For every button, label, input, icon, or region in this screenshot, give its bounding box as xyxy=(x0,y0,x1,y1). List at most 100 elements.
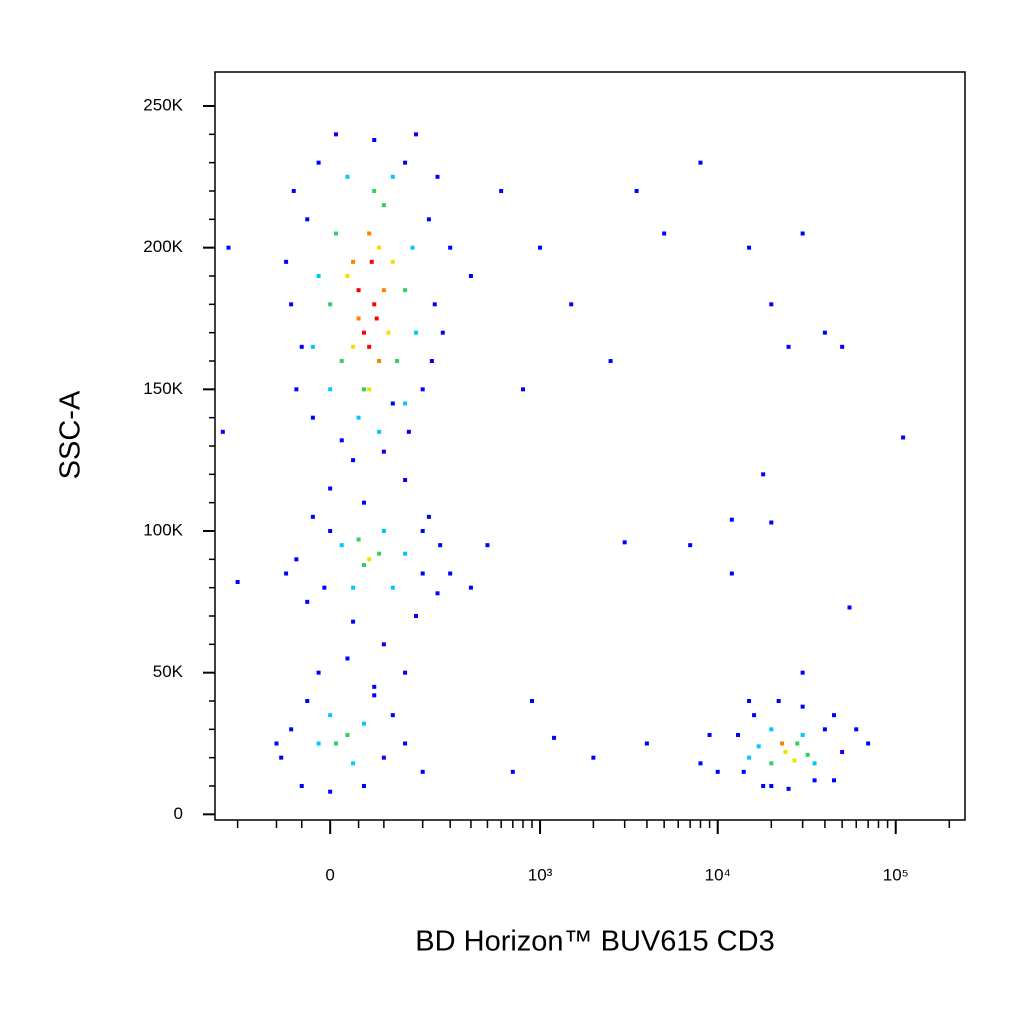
point xyxy=(769,761,774,766)
point xyxy=(279,755,284,760)
point xyxy=(351,259,356,264)
point xyxy=(435,174,440,179)
point xyxy=(235,580,240,584)
point xyxy=(410,245,415,250)
y-tick-label: 150K xyxy=(143,379,183,398)
point xyxy=(361,387,366,392)
point xyxy=(328,789,333,794)
point xyxy=(776,699,781,703)
point xyxy=(800,670,805,675)
point xyxy=(847,605,852,610)
point xyxy=(822,330,827,335)
point xyxy=(339,438,344,443)
point xyxy=(390,713,395,718)
point xyxy=(420,571,425,576)
point xyxy=(403,160,408,165)
point xyxy=(866,741,871,746)
point xyxy=(299,784,304,788)
y-tick-label: 100K xyxy=(143,520,183,539)
point xyxy=(429,359,434,363)
point xyxy=(707,733,712,737)
point xyxy=(351,344,356,349)
y-tick-label: 250K xyxy=(143,95,183,114)
point xyxy=(403,288,408,293)
point xyxy=(800,733,805,737)
point xyxy=(698,160,703,165)
point xyxy=(414,330,419,335)
point xyxy=(339,359,344,363)
point xyxy=(356,415,361,420)
point xyxy=(608,359,613,363)
point xyxy=(377,359,382,363)
point xyxy=(403,551,408,556)
point xyxy=(403,670,408,675)
point xyxy=(351,458,356,463)
y-tick-label: 50K xyxy=(153,662,184,681)
point xyxy=(333,132,338,137)
point xyxy=(854,727,859,732)
point xyxy=(538,245,543,250)
point xyxy=(448,571,453,576)
point xyxy=(769,784,774,788)
point xyxy=(752,713,757,718)
point xyxy=(761,784,766,788)
point xyxy=(310,514,315,519)
point xyxy=(361,721,366,726)
point xyxy=(529,699,534,703)
point xyxy=(316,274,321,278)
point xyxy=(377,245,382,250)
point xyxy=(448,245,453,250)
point xyxy=(381,642,386,647)
point xyxy=(339,543,344,548)
point xyxy=(345,733,350,737)
point xyxy=(328,302,333,307)
point xyxy=(220,429,225,434)
point xyxy=(305,599,310,604)
point xyxy=(369,259,374,264)
point xyxy=(403,478,408,482)
point xyxy=(769,520,774,525)
point xyxy=(372,684,377,689)
point xyxy=(345,174,350,179)
point xyxy=(284,259,289,264)
point xyxy=(414,132,419,137)
point xyxy=(783,750,788,754)
point xyxy=(294,557,299,562)
point xyxy=(800,231,805,236)
x-tick-label: 10⁵ xyxy=(883,865,909,884)
point xyxy=(499,189,504,193)
point xyxy=(634,189,639,193)
point xyxy=(761,472,766,477)
point xyxy=(305,699,310,703)
point xyxy=(377,551,382,556)
point xyxy=(800,704,805,709)
point xyxy=(305,217,310,222)
point xyxy=(812,778,817,783)
point xyxy=(372,189,377,193)
point xyxy=(901,435,906,440)
point xyxy=(345,274,350,278)
point xyxy=(316,670,321,675)
point xyxy=(367,344,372,349)
point xyxy=(299,344,304,349)
point xyxy=(426,514,431,519)
point xyxy=(361,330,366,335)
point xyxy=(356,316,361,321)
point xyxy=(345,656,350,661)
point xyxy=(438,543,443,548)
point xyxy=(812,761,817,766)
point xyxy=(831,778,836,783)
point xyxy=(372,138,377,142)
point xyxy=(795,741,800,746)
point xyxy=(831,713,836,718)
point xyxy=(715,769,720,774)
y-axis-title: SSC-A xyxy=(55,390,87,479)
point xyxy=(381,529,386,533)
point xyxy=(420,769,425,774)
point xyxy=(435,591,440,596)
point xyxy=(403,741,408,746)
point xyxy=(468,274,473,278)
y-tick-label: 0 xyxy=(174,804,183,823)
point xyxy=(291,189,296,193)
